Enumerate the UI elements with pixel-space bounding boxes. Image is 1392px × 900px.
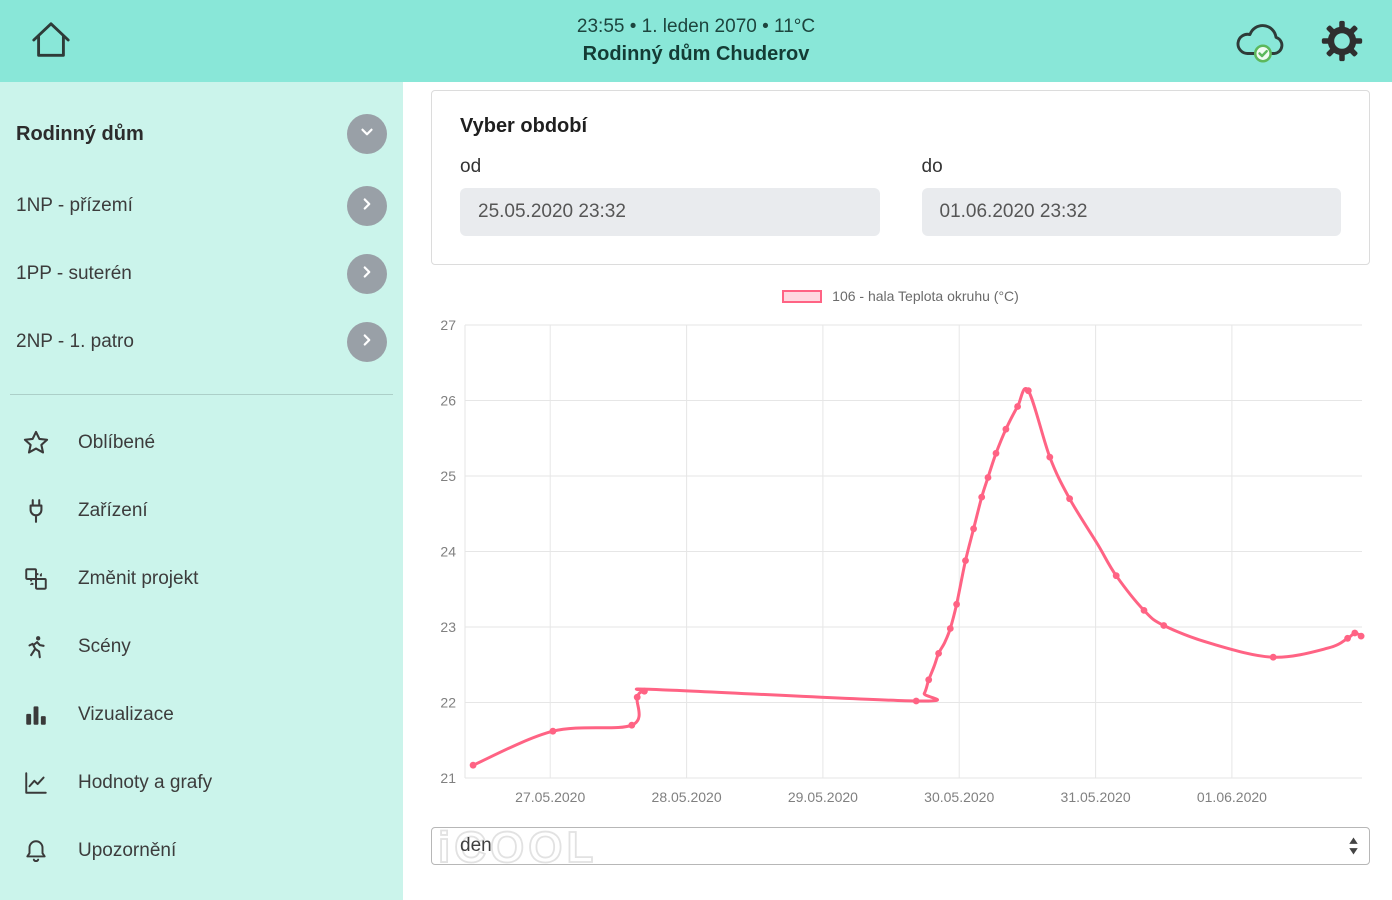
sidebar-item-zarizeni[interactable]: Zařízení bbox=[0, 477, 403, 545]
header-center: 23:55 • 1. leden 2070 • 11°C Rodinný dům… bbox=[0, 16, 1392, 66]
menu-label: Oblíbené bbox=[78, 432, 156, 453]
home-icon bbox=[28, 19, 74, 64]
floor-label: 2NP - 1. patro bbox=[16, 331, 134, 352]
chevron-right-icon bbox=[358, 263, 376, 286]
svg-text:22: 22 bbox=[440, 695, 456, 711]
menu-label: Scény bbox=[78, 636, 131, 657]
period-card: Vyber období od 25.05.2020 23:32 do 01.0… bbox=[431, 90, 1370, 265]
svg-text:27.05.2020: 27.05.2020 bbox=[515, 789, 585, 805]
chevron-right-icon bbox=[358, 195, 376, 218]
bar-chart-icon bbox=[20, 702, 52, 728]
svg-text:31.05.2020: 31.05.2020 bbox=[1061, 789, 1131, 805]
date-from-input[interactable]: 25.05.2020 23:32 bbox=[460, 188, 880, 236]
floor-label: 1PP - suterén bbox=[16, 263, 132, 284]
sidebar-item-upozorneni[interactable]: Upozornění bbox=[0, 817, 403, 885]
interval-value: den bbox=[460, 835, 492, 856]
svg-text:01.06.2020: 01.06.2020 bbox=[1197, 789, 1267, 805]
sidebar-item-oblibene[interactable]: Oblíbené bbox=[0, 409, 403, 477]
chevron-down-icon bbox=[358, 123, 376, 146]
home-button[interactable] bbox=[28, 19, 74, 64]
sidebar-item-2np[interactable]: 2NP - 1. patro bbox=[0, 308, 403, 376]
plug-device-icon bbox=[20, 498, 52, 524]
app-header: 23:55 • 1. leden 2070 • 11°C Rodinný dům… bbox=[0, 0, 1392, 82]
svg-text:30.05.2020: 30.05.2020 bbox=[924, 789, 994, 805]
sidebar: Rodinný dům 1NP - přízemí 1PP - suterén bbox=[0, 82, 403, 900]
svg-text:25: 25 bbox=[440, 468, 456, 484]
svg-text:23: 23 bbox=[440, 619, 456, 635]
page-title: Rodinný dům Chuderov bbox=[582, 43, 810, 65]
menu-label: Hodnoty a grafy bbox=[78, 772, 213, 793]
svg-text:27: 27 bbox=[440, 317, 456, 333]
date-from-label: od bbox=[460, 156, 482, 177]
legend-swatch bbox=[782, 289, 823, 303]
bell-alert-icon bbox=[20, 838, 52, 864]
svg-text:29.05.2020: 29.05.2020 bbox=[788, 789, 858, 805]
select-spinner-icon bbox=[1348, 837, 1359, 856]
status-line: 23:55 • 1. leden 2070 • 11°C bbox=[576, 16, 816, 37]
star-icon bbox=[20, 429, 52, 457]
project-label: Rodinný dům bbox=[16, 122, 144, 145]
svg-text:28.05.2020: 28.05.2020 bbox=[652, 789, 722, 805]
chevron-right-button[interactable] bbox=[347, 322, 387, 362]
main-content: Vyber období od 25.05.2020 23:32 do 01.0… bbox=[403, 82, 1392, 900]
sidebar-item-1np[interactable]: 1NP - přízemí bbox=[0, 172, 403, 240]
temperature-chart[interactable]: 21 22 23 24 25 26 27 27.05.2020 28.05.2020 29.05.… bbox=[431, 309, 1370, 819]
sidebar-divider bbox=[10, 394, 393, 395]
menu-label: Změnit projekt bbox=[78, 568, 199, 589]
sidebar-menu: Oblíbené Zařízení Změnit projekt Scény bbox=[0, 395, 403, 885]
svg-text:24: 24 bbox=[440, 544, 456, 560]
svg-text:26: 26 bbox=[440, 393, 456, 409]
svg-text:21: 21 bbox=[440, 770, 456, 786]
menu-label: Zařízení bbox=[78, 500, 148, 521]
gear-settings-icon[interactable] bbox=[1320, 19, 1364, 63]
sidebar-item-vizualizace[interactable]: Vizualizace bbox=[0, 681, 403, 749]
cloud-check-sync-icon[interactable] bbox=[1230, 16, 1292, 66]
chevron-right-icon bbox=[358, 331, 376, 354]
date-to-label: do bbox=[921, 156, 943, 177]
menu-label: Upozornění bbox=[78, 840, 177, 861]
chart-legend[interactable]: 106 - hala Teplota okruhu (°C) bbox=[431, 285, 1370, 307]
running-person-icon bbox=[20, 634, 52, 660]
legend-label: 106 - hala Teplota okruhu (°C) bbox=[832, 288, 1019, 304]
sidebar-project-row[interactable]: Rodinný dům bbox=[0, 104, 403, 164]
sidebar-item-hodnoty-a-grafy[interactable]: Hodnoty a grafy bbox=[0, 749, 403, 817]
menu-label: Vizualizace bbox=[78, 704, 174, 725]
chevron-right-button[interactable] bbox=[347, 186, 387, 226]
chevron-down-button[interactable] bbox=[347, 114, 387, 154]
layout-project-icon bbox=[20, 566, 52, 592]
date-to-input[interactable]: 01.06.2020 23:32 bbox=[921, 188, 1341, 236]
chevron-right-button[interactable] bbox=[347, 254, 387, 294]
sidebar-item-zmenit-projekt[interactable]: Změnit projekt bbox=[0, 545, 403, 613]
sidebar-item-sceny[interactable]: Scény bbox=[0, 613, 403, 681]
sidebar-item-1pp[interactable]: 1PP - suterén bbox=[0, 240, 403, 308]
interval-select[interactable]: iCOOL den bbox=[431, 827, 1370, 865]
period-title: Vyber období bbox=[460, 115, 588, 137]
line-chart-icon bbox=[20, 770, 52, 796]
floor-label: 1NP - přízemí bbox=[16, 195, 133, 216]
